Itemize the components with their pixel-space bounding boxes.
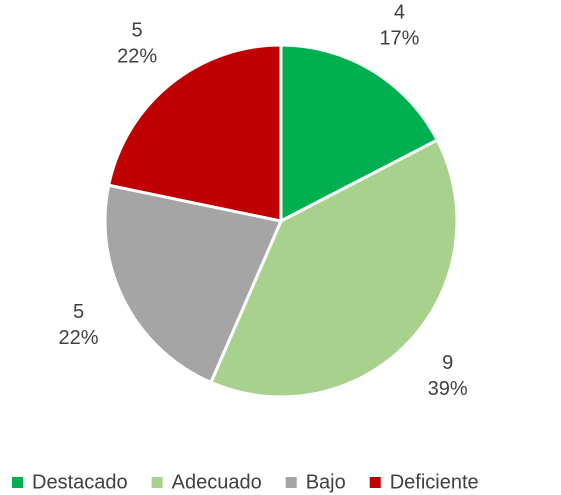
pie-slice (208, 138, 459, 399)
data-label-percent: 39% (428, 378, 468, 400)
data-label-percent: 22% (117, 45, 157, 67)
legend-swatch (12, 477, 23, 488)
pie-slice (106, 43, 283, 223)
legend-label: Bajo (306, 471, 346, 493)
data-label-value: 5 (132, 19, 143, 41)
legend-label: Adecuado (172, 471, 262, 493)
legend-swatch (369, 477, 381, 488)
legend-label: Deficiente (390, 471, 479, 493)
pie-slice (103, 183, 284, 385)
legend-swatch (285, 477, 297, 488)
legend-swatch (151, 477, 163, 488)
data-label-value: 4 (394, 1, 405, 23)
pie-slice (279, 43, 440, 224)
data-label-percent: 22% (59, 327, 99, 349)
data-label-value: 9 (442, 352, 453, 374)
data-label-percent: 17% (379, 27, 419, 49)
data-label-value: 5 (73, 301, 84, 323)
legend-label: Destacado (32, 471, 128, 493)
